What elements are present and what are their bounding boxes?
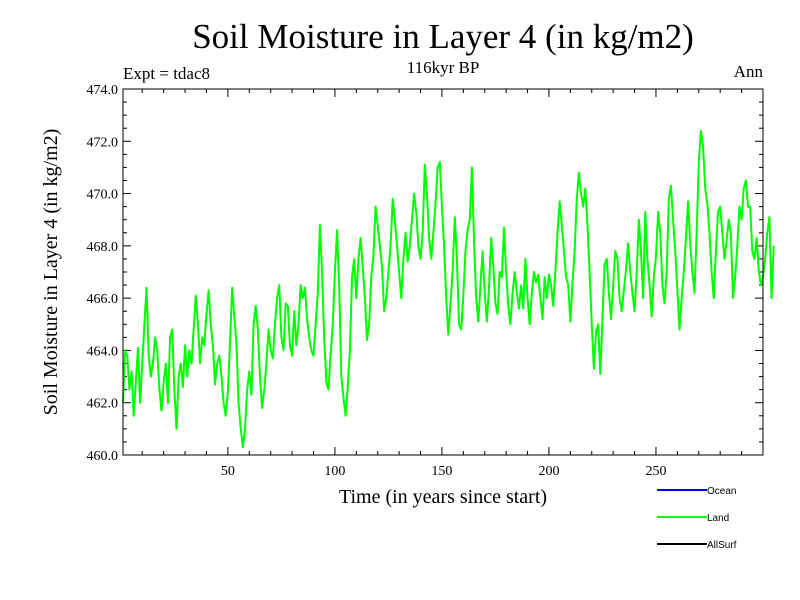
x-tick-label: 150 [431, 464, 452, 479]
y-tick-label: 460.0 [87, 449, 119, 464]
y-tick-label: 474.0 [87, 83, 119, 98]
y-tick-label: 472.0 [87, 135, 119, 150]
axis-tick-labels: 460.0 462.0 464.0 466.0 468.0 470.0 472.0 474.0… [87, 83, 667, 479]
series-layer [122, 129, 775, 449]
y-tick-label: 470.0 [87, 188, 119, 203]
y-tick-label: 464.0 [87, 344, 119, 359]
chart-title: Soil Moisture in Layer 4 (in kg/m2) [192, 17, 694, 56]
legend-label-ocean: Ocean [707, 486, 736, 497]
x-tick-label: 200 [538, 464, 559, 479]
plot-frame [122, 88, 764, 456]
legend: Ocean Land AllSurf [657, 486, 737, 551]
y-tick-label: 466.0 [87, 292, 119, 307]
y-tick-label: 462.0 [87, 397, 119, 412]
x-tick-label: 250 [645, 464, 666, 479]
series-line-land [122, 129, 775, 449]
y-axis-label: Soil Moisture in Layer 4 (in kg/m2) [40, 129, 62, 416]
legend-label-allsurf: AllSurf [707, 540, 737, 551]
x-tick-label: 50 [221, 464, 235, 479]
x-tick-label: 100 [324, 464, 345, 479]
experiment-label: Expt = tdac8 [123, 64, 210, 83]
y-tick-label: 468.0 [87, 240, 119, 255]
x-axis-label: Time (in years since start) [339, 486, 547, 508]
season-label: Ann [734, 62, 764, 81]
chart-subtitle: 116kyr BP [407, 58, 480, 77]
legend-label-land: Land [707, 513, 729, 524]
